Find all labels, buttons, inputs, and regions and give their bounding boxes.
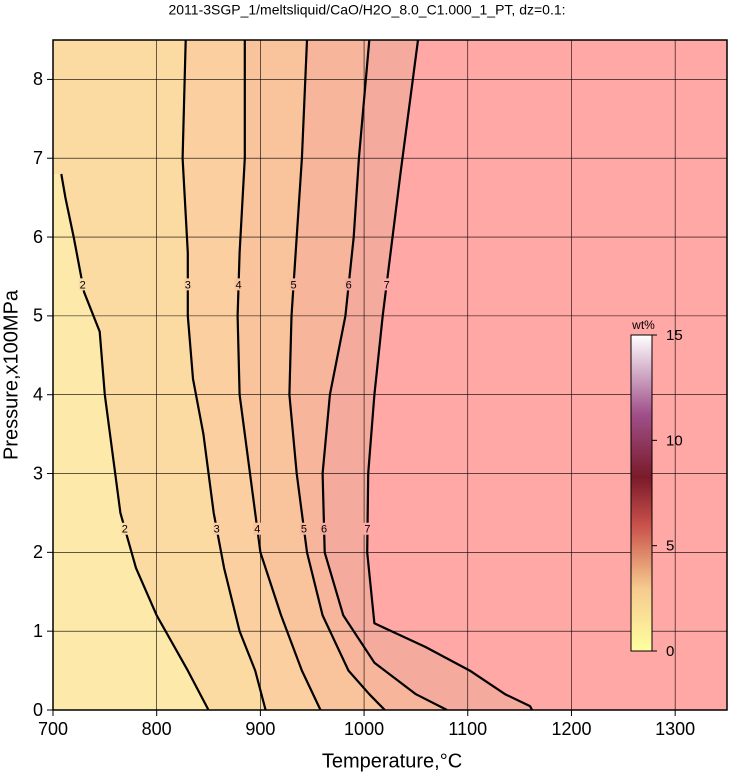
contour-label: 6	[346, 279, 352, 291]
grid	[52, 40, 727, 711]
contour-label: 2	[122, 524, 128, 536]
contour-label: 3	[185, 279, 191, 291]
colorbar-tick-label: 10	[666, 432, 683, 449]
x-tick-label: 700	[38, 719, 68, 739]
contour-label-bg	[289, 278, 298, 291]
colorbar	[630, 334, 653, 652]
y-tick-label: 3	[33, 463, 43, 483]
y-tick-label: 4	[33, 384, 43, 404]
contour-label-bg	[253, 522, 262, 535]
contour-label-bg	[120, 522, 129, 535]
x-tick-label: 1000	[344, 719, 384, 739]
x-tick-label: 1200	[551, 719, 591, 739]
contour-label-bg	[183, 278, 192, 291]
x-axis-label: Temperature,°C	[322, 750, 462, 772]
plot-frame	[52, 39, 728, 711]
contour-label: 6	[321, 524, 327, 536]
contour-fills	[53, 40, 727, 710]
contour-label: 4	[254, 524, 260, 536]
contour-label: 7	[384, 279, 390, 291]
x-tick-label: 1100	[448, 719, 487, 739]
contour-line	[321, 40, 448, 710]
contour-label: 5	[301, 524, 307, 536]
axes: 700 800 900 1000 1100 1200 1300 0 1 2 3 4 5 6 7 8 wt% 0 5 1…	[33, 39, 728, 739]
y-tick-label: 1	[33, 621, 43, 641]
colorbar-label: wt%	[631, 318, 655, 332]
x-tick-label: 800	[142, 719, 172, 739]
contour-lines: 2 2 3 3 4 4 5 5 6 6 7 7	[60, 40, 534, 710]
contour-label-bg	[78, 278, 87, 291]
contour-label-bg	[363, 522, 372, 535]
y-tick-label: 5	[33, 306, 43, 326]
y-tick-label: 6	[33, 227, 43, 247]
contour-line	[288, 40, 386, 710]
colorbar-tick-label: 5	[666, 538, 674, 555]
contour-line	[181, 40, 267, 710]
contour-label-bg	[344, 278, 353, 291]
y-tick-label: 8	[33, 69, 43, 89]
contour-label: 4	[236, 279, 242, 291]
contour-label-bg	[382, 278, 391, 291]
contour-label: 7	[364, 524, 370, 536]
contour-line	[366, 40, 534, 710]
colorbar-tick-label: 0	[666, 643, 674, 660]
x-tick-label: 900	[245, 719, 275, 739]
y-tick-label: 0	[33, 700, 43, 720]
colorbar-tick-label: 15	[666, 327, 683, 344]
contour-region	[367, 40, 727, 710]
contour-label: 2	[80, 279, 86, 291]
contour-label: 5	[291, 279, 297, 291]
contour-label-bg	[234, 278, 243, 291]
x-tick-label: 1300	[655, 719, 695, 739]
chart-title: 2011-3SGP_1/meltsliquid/CaO/H2O_8.0_C1.0…	[168, 2, 565, 18]
contour-line	[236, 40, 322, 710]
contour-label-bg	[299, 522, 308, 535]
contour-line	[60, 173, 210, 710]
contour-label-bg	[212, 522, 221, 535]
contour-label-bg	[320, 522, 329, 535]
y-tick-label: 7	[33, 148, 43, 168]
contour-label: 3	[214, 524, 220, 536]
y-axis-label: Pressure,x100MPa	[0, 289, 22, 460]
y-tick-label: 2	[33, 542, 43, 562]
